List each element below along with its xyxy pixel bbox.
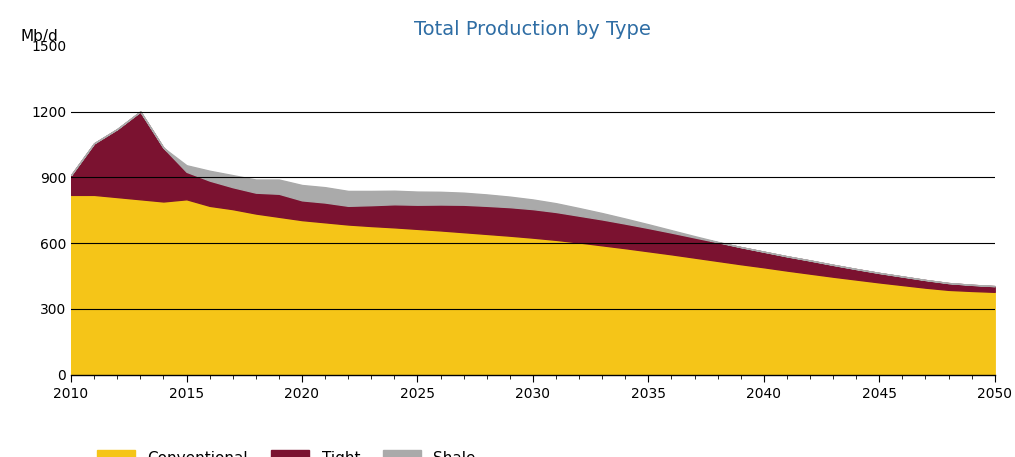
- Text: Mb/d: Mb/d: [20, 29, 58, 44]
- Legend: Conventional, Tight, Shale: Conventional, Tight, Shale: [97, 450, 476, 457]
- Title: Total Production by Type: Total Production by Type: [414, 20, 652, 38]
